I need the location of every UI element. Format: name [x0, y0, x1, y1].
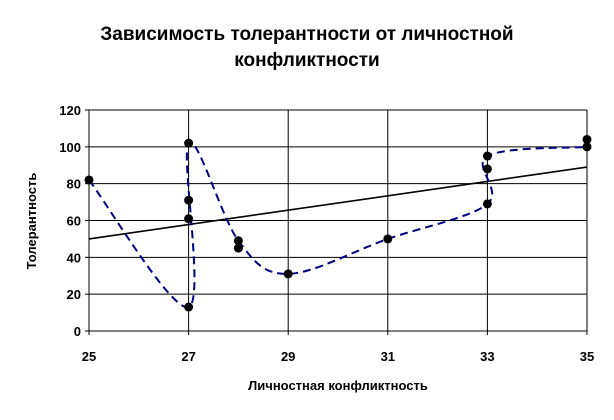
y-tick-label: 40 — [67, 250, 81, 265]
data-point — [184, 302, 194, 312]
x-tick-label: 27 — [181, 349, 195, 364]
data-point — [233, 243, 243, 253]
data-point — [482, 199, 492, 209]
chart-title-line-1: Зависимость толерантности от личностной — [100, 24, 513, 45]
data-point — [383, 234, 393, 244]
data-point — [184, 138, 194, 148]
axes — [85, 109, 588, 335]
data-point — [482, 164, 492, 174]
x-tick-label: 29 — [281, 349, 295, 364]
trendline — [88, 166, 588, 240]
y-tick-label: 0 — [74, 324, 81, 339]
x-tick-label: 33 — [480, 349, 494, 364]
x-tick-label: 31 — [381, 349, 395, 364]
grid-lines — [89, 109, 588, 331]
series-layer — [84, 134, 592, 312]
data-point — [283, 269, 293, 279]
y-tick-label: 20 — [67, 287, 81, 302]
tick-labels: 0 20 40 60 80 100 120 25 27 29 31 33 35 — [59, 103, 594, 364]
data-point — [233, 236, 243, 246]
y-tick-label: 80 — [67, 177, 81, 192]
x-tick-label: 25 — [82, 349, 96, 364]
data-point — [84, 175, 94, 185]
x-tick-label: 35 — [580, 349, 594, 364]
y-axis-title: Толерантность — [24, 173, 39, 270]
y-tick-label: 100 — [59, 140, 81, 155]
y-tick-label: 60 — [67, 214, 81, 229]
data-point — [582, 134, 592, 144]
x-axis-title: Личностная конфликтность — [248, 378, 428, 393]
data-point — [482, 151, 492, 161]
data-point — [184, 195, 194, 205]
y-tick-label: 120 — [59, 103, 81, 118]
chart-title-line-2: конфликтности — [234, 50, 379, 71]
data-point — [582, 142, 592, 152]
data-point — [184, 214, 194, 224]
